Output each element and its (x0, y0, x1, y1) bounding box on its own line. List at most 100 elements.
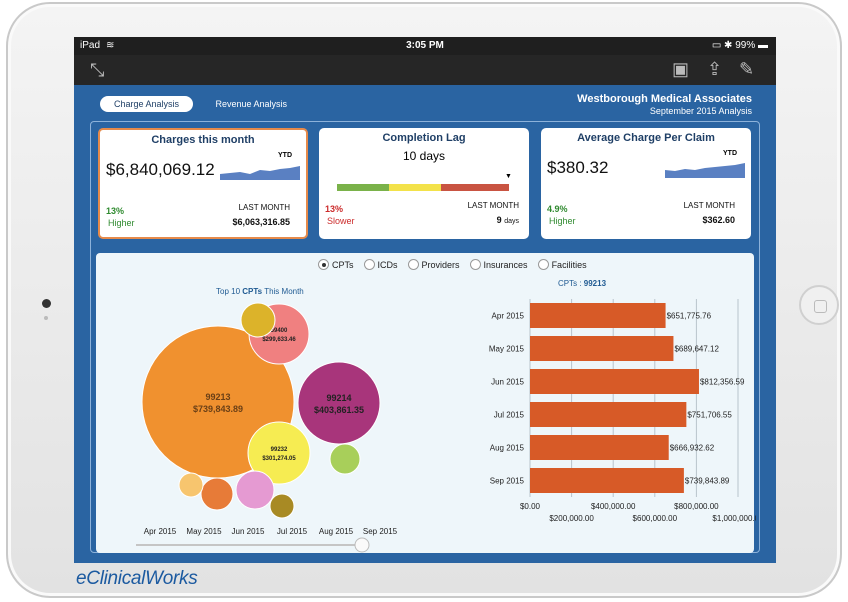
bar-chart: Apr 2015 $651,775.76 May 2015 $689,647.12 Ju… (489, 299, 756, 523)
org-header: Westborough Medical Associates September… (577, 93, 752, 116)
avg-trend: Higher (549, 216, 576, 226)
avg-value: $380.32 (547, 158, 609, 177)
x-tick-label: $800,000.00 (674, 502, 719, 511)
filter-insurances[interactable]: Insurances (469, 259, 528, 270)
bar-category-label: May 2015 (489, 345, 525, 354)
home-button[interactable] (799, 285, 839, 325)
battery-percent: 99% (735, 40, 756, 51)
bubble-code-label: 59400 (271, 328, 288, 334)
charges-title: Charges this month (151, 134, 255, 146)
x-tick-label: $400,000.00 (591, 502, 636, 511)
radio-dot[interactable] (318, 259, 329, 270)
bubble-minor-6[interactable] (235, 470, 275, 510)
lag-last-value: 9 days (497, 215, 519, 225)
charges-card[interactable]: Charges this month $6,840,069.12 YTD 13%… (98, 128, 308, 239)
timeline-label[interactable]: Jun 2015 (232, 527, 265, 536)
bubble-minor-5[interactable] (200, 477, 234, 511)
bubble-minor-8[interactable] (178, 472, 204, 498)
org-name: Westborough Medical Associates (577, 93, 752, 105)
lag-last-label: LAST MONTH (467, 201, 519, 210)
share-icon[interactable]: ⇪ (707, 59, 723, 79)
gauge-marker-icon: ▼ (505, 173, 512, 180)
windows-icon[interactable]: ▣ (672, 59, 690, 79)
lag-value: 10 days (402, 149, 446, 163)
bubble-minor-7[interactable] (329, 443, 361, 475)
avg-last-value: $362.60 (702, 215, 735, 225)
tab-charge-analysis[interactable]: Charge Analysis (100, 96, 194, 112)
bar[interactable] (530, 336, 674, 361)
avg-title: Average Charge Per Claim (577, 132, 715, 144)
wifi-icon: ≋ (106, 40, 115, 51)
charges-sparkline (220, 166, 300, 180)
org-subtitle: September 2015 Analysis (649, 106, 752, 116)
bubble-value-label: $739,843.89 (193, 404, 243, 414)
filter-label: Facilities (551, 259, 587, 270)
bar-value-label: $651,775.76 (667, 312, 712, 321)
bar[interactable] (530, 435, 669, 460)
filter-providers[interactable]: Providers (407, 259, 460, 270)
bar-value-label: $689,647.12 (674, 345, 719, 354)
timeline-label[interactable]: Sep 2015 (363, 527, 398, 536)
bubble-code-label: 99214 (326, 393, 351, 403)
bubble-chart: 99213 $739,843.89 99214 $403,861.35 59400 $29… (141, 302, 381, 519)
charges-ytd: YTD (278, 152, 292, 159)
filter-facilities[interactable]: Facilities (537, 259, 587, 270)
filter-label: CPTs (332, 259, 354, 270)
tab-revenue-analysis[interactable]: Revenue Analysis (215, 99, 288, 109)
timeline-label[interactable]: Apr 2015 (144, 527, 177, 536)
bar-category-label: Apr 2015 (492, 312, 525, 321)
bar[interactable] (530, 369, 699, 394)
bubble-value-label: $301,274.05 (262, 456, 296, 462)
bar-title-code: 99213 (583, 279, 607, 288)
x-tick-label: $200,000.00 (549, 514, 594, 523)
x-tick-label: $1,000,000.00 (712, 514, 756, 523)
avg-pct: 4.9% (547, 204, 568, 214)
analysis-tabs: Charge Analysis Revenue Analysis (100, 94, 305, 112)
avg-charge-card[interactable]: Average Charge Per Claim $380.32 YTD 4.9… (541, 128, 751, 239)
camera (42, 299, 51, 308)
radio-dot[interactable] (537, 259, 549, 270)
avg-ytd: YTD (723, 150, 737, 157)
filter-cpts[interactable]: CPTs (318, 259, 354, 270)
radio-dot[interactable] (469, 259, 481, 270)
timeline-label[interactable]: May 2015 (186, 527, 222, 536)
x-tick-label: $600,000.00 (633, 514, 678, 523)
completion-lag-card[interactable]: Completion Lag 10 days ▼ 13% Slower LAST… (319, 128, 529, 239)
bubble-title-suffix: This Month (262, 287, 304, 296)
timeline-slider[interactable]: Apr 2015 May 2015 Jun 2015 Jul 2015 Aug 2015… (136, 523, 436, 557)
bar-chart-title: CPTs : 99213 (558, 279, 606, 288)
bar[interactable] (530, 303, 666, 328)
bubble-99232[interactable] (247, 421, 311, 485)
sensor (44, 316, 48, 320)
filter-label: Insurances (483, 259, 528, 270)
timeline-label[interactable]: Jul 2015 (277, 527, 308, 536)
bar-title-prefix: CPTs : (558, 279, 584, 288)
gauge-red (441, 184, 509, 191)
analysis-section: CPTs ICDs Providers Insurances Facilitie… (96, 253, 756, 553)
lag-pct: 13% (325, 204, 344, 214)
toolbar: ⤡ ▣ ⇪ ✎ (74, 55, 776, 85)
brand-logo: eClinicalWorks (76, 568, 198, 589)
lag-last-unit: days (504, 218, 519, 225)
bubble-minor-9[interactable] (269, 493, 295, 519)
avg-sparkline (665, 163, 745, 178)
device-name: iPad (80, 40, 101, 51)
timeline-handle[interactable] (354, 537, 370, 553)
edit-icon[interactable]: ✎ (739, 59, 755, 79)
resize-icon[interactable]: ⤡ (90, 60, 105, 80)
lag-title: Completion Lag (382, 132, 466, 144)
filter-icds[interactable]: ICDs (363, 259, 398, 270)
radio-dot[interactable] (407, 259, 419, 270)
bubble-minor-4[interactable] (240, 302, 276, 338)
radio-dot[interactable] (363, 259, 375, 270)
gauge-yellow (389, 184, 441, 191)
bar[interactable] (530, 468, 684, 493)
filter-radio-group: CPTs ICDs Providers Insurances Facilitie… (318, 259, 587, 270)
lag-last-num: 9 (496, 215, 502, 225)
bubble-99214[interactable] (297, 361, 381, 445)
charges-last-value: $6,063,316.85 (232, 217, 290, 227)
bar-value-label: $812,356.59 (700, 378, 745, 387)
bar[interactable] (530, 402, 687, 427)
timeline-label[interactable]: Aug 2015 (319, 527, 354, 536)
bubble-code-label: 99213 (205, 392, 230, 402)
